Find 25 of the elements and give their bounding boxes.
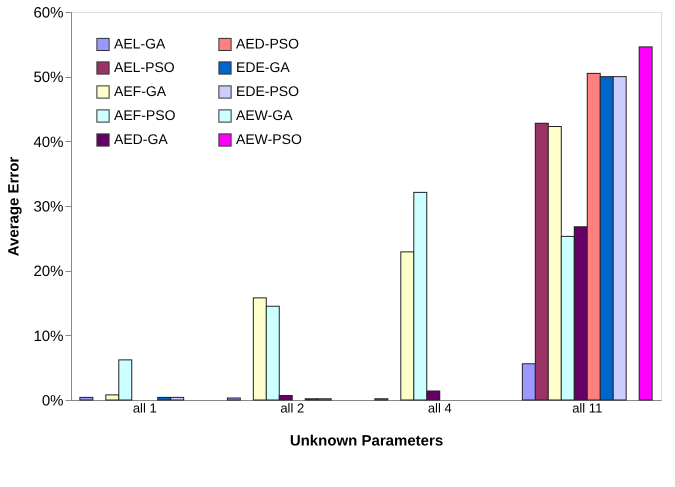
legend-label: AED-GA	[114, 131, 168, 147]
legend-label: AEW-PSO	[236, 131, 302, 147]
legend-label: EDE-PSO	[236, 83, 300, 99]
x-tick-label: all 11	[572, 400, 602, 416]
x-tick-label: all 4	[428, 400, 452, 416]
bar	[638, 46, 653, 400]
y-tick-label: 0%	[42, 392, 64, 410]
legend-label: AED-PSO	[236, 35, 300, 52]
legend-label: AEL-GA	[114, 35, 166, 52]
x-axis-title: Unknown Parameters	[290, 432, 444, 450]
y-tick-label: 60%	[33, 4, 64, 22]
legend-label: AEF-PSO	[114, 107, 176, 123]
x-tick-label: all 1	[132, 400, 157, 416]
legend-label: EDE-GA	[236, 59, 290, 75]
legend-label: AEF-GA	[114, 83, 167, 99]
y-tick-label: 20%	[33, 263, 64, 280]
x-tick-label: all 2	[280, 400, 304, 416]
y-tick-label: 40%	[33, 134, 64, 151]
y-tick-label: 50%	[33, 69, 64, 86]
legend-label: AEW-GA	[236, 107, 294, 123]
bar	[79, 396, 94, 400]
legend-label: AEL-PSO	[114, 59, 175, 75]
y-axis-title: Average Error	[5, 156, 22, 256]
y-tick-label: 30%	[33, 198, 64, 216]
y-tick-label: 10%	[33, 328, 64, 345]
